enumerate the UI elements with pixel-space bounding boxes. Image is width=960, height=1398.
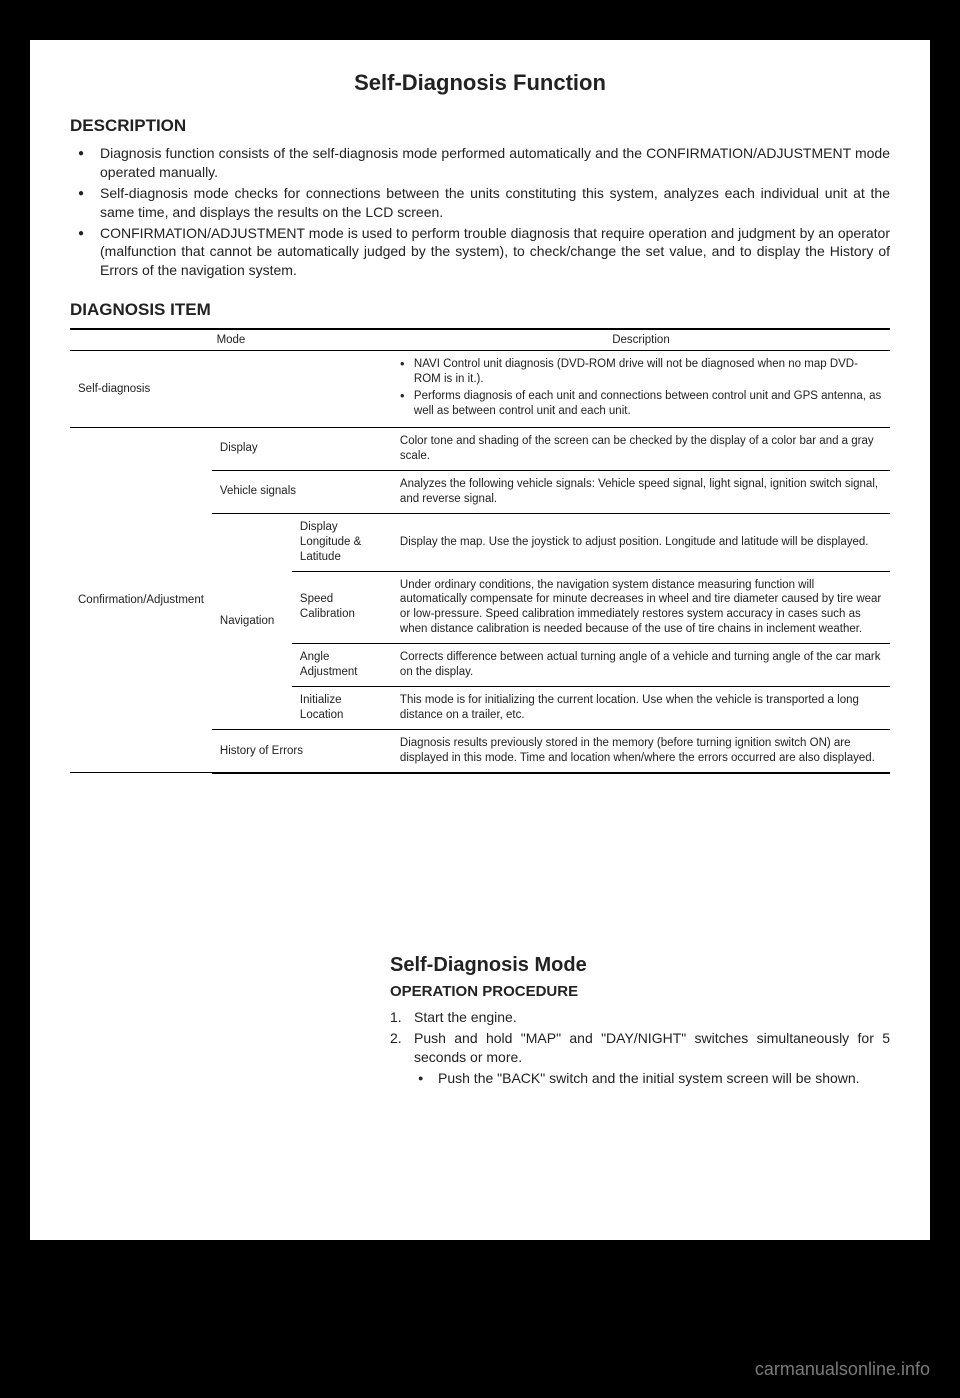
operation-procedure-heading: OPERATION PROCEDURE [390,983,890,1000]
diagnosis-item-heading: DIAGNOSIS ITEM [70,300,890,320]
description-bullet: CONFIRMATION/ADJUSTMENT mode is used to … [70,224,890,281]
self-diagnosis-mode-title: Self-Diagnosis Mode [390,954,890,977]
cell-speed-calibration: Speed Calibration [292,571,392,644]
description-bullet-list: Diagnosis function consists of the self-… [70,144,890,280]
cell-self-diagnosis: Self-diagnosis [70,351,392,428]
procedure-step: Start the engine. [390,1008,890,1027]
cell-history-errors: History of Errors [212,730,392,773]
cell-self-diagnosis-desc: NAVI Control unit diagnosis (DVD-ROM dri… [392,351,890,428]
procedure-sub-list: Push the "BACK" switch and the initial s… [414,1069,890,1088]
cell-initialize-location-desc: This mode is for initializing the curren… [392,687,890,730]
table-header-row: Mode Description [70,329,890,351]
cell-navigation: Navigation [212,513,292,729]
cell-speed-calibration-desc: Under ordinary conditions, the navigatio… [392,571,890,644]
self-diagnosis-mode-section: Self-Diagnosis Mode OPERATION PROCEDURE … [390,954,890,1088]
cell-history-errors-desc: Diagnosis results previously stored in t… [392,730,890,773]
diagnosis-table: Mode Description Self-diagnosis NAVI Con… [70,328,890,774]
cell-longitude: Display Longitude & Latitude [292,513,392,571]
watermark-text: carmanualsonline.info [755,1359,930,1380]
table-row: Self-diagnosis NAVI Control unit diagnos… [70,351,890,428]
operation-procedure-list: Start the engine. Push and hold "MAP" an… [390,1008,890,1088]
procedure-step: Push and hold "MAP" and "DAY/NIGHT" swit… [390,1029,890,1088]
cell-angle-adjustment-desc: Corrects difference between actual turni… [392,644,890,687]
document-page: Self-Diagnosis Function DESCRIPTION Diag… [30,40,930,1240]
procedure-step-text: Push and hold "MAP" and "DAY/NIGHT" swit… [414,1030,890,1065]
cell-vehicle-signals-desc: Analyzes the following vehicle signals: … [392,470,890,513]
description-heading: DESCRIPTION [70,116,890,136]
procedure-sub-bullet: Push the "BACK" switch and the initial s… [414,1069,890,1088]
cell-angle-adjustment: Angle Adjustment [292,644,392,687]
cell-longitude-desc: Display the map. Use the joystick to adj… [392,513,890,571]
cell-vehicle-signals: Vehicle signals [212,470,392,513]
description-bullet: Self-diagnosis mode checks for connectio… [70,184,890,222]
page-title: Self-Diagnosis Function [70,70,890,96]
inner-bullet: Performs diagnosis of each unit and conn… [400,389,882,419]
cell-display: Display [212,427,392,470]
inner-bullet: NAVI Control unit diagnosis (DVD-ROM dri… [400,357,882,387]
header-mode: Mode [70,329,392,351]
cell-display-desc: Color tone and shading of the screen can… [392,427,890,470]
cell-confirmation: Confirmation/Adjustment [70,427,212,772]
cell-initialize-location: Initialize Location [292,687,392,730]
table-row: Confirmation/Adjustment Display Color to… [70,427,890,470]
description-bullet: Diagnosis function consists of the self-… [70,144,890,182]
header-description: Description [392,329,890,351]
